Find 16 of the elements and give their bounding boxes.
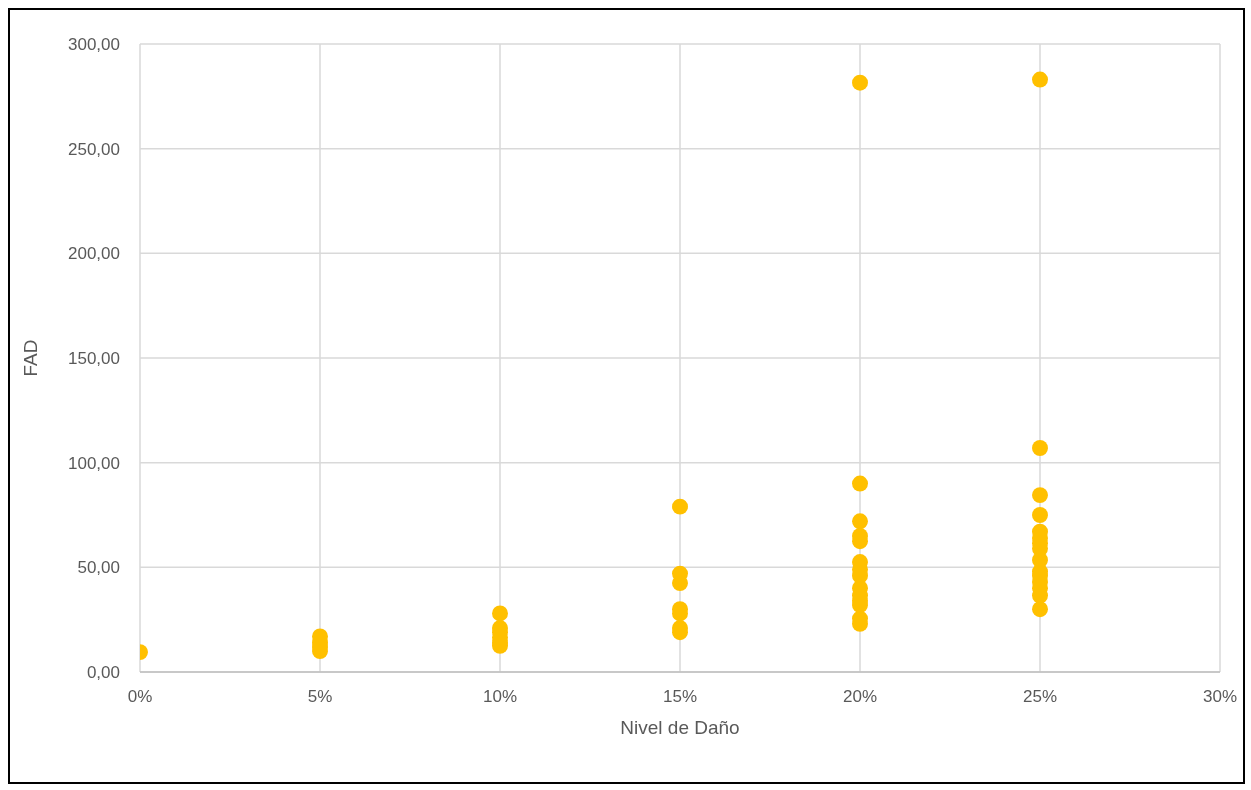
y-tick-label: 300,00 [68, 35, 120, 55]
x-axis-title: Nivel de Daño [620, 717, 740, 738]
x-tick-label: 30% [1202, 687, 1238, 707]
x-tick-label: 25% [1022, 687, 1058, 707]
x-tick-label: 10% [482, 687, 518, 707]
x-tick-label: 0% [127, 687, 153, 707]
y-tick-label: 0,00 [86, 663, 120, 683]
y-axis-title: FAD [19, 339, 41, 377]
y-tick-label: 150,00 [68, 349, 120, 369]
y-tick-label: 50,00 [77, 558, 120, 578]
y-tick-label: 200,00 [68, 244, 120, 264]
y-tick-label: 250,00 [68, 139, 120, 159]
x-tick-label: 5% [307, 687, 333, 707]
x-tick-label: 20% [842, 687, 878, 707]
x-tick-label: 15% [662, 687, 698, 707]
y-tick-label: 100,00 [68, 453, 120, 473]
